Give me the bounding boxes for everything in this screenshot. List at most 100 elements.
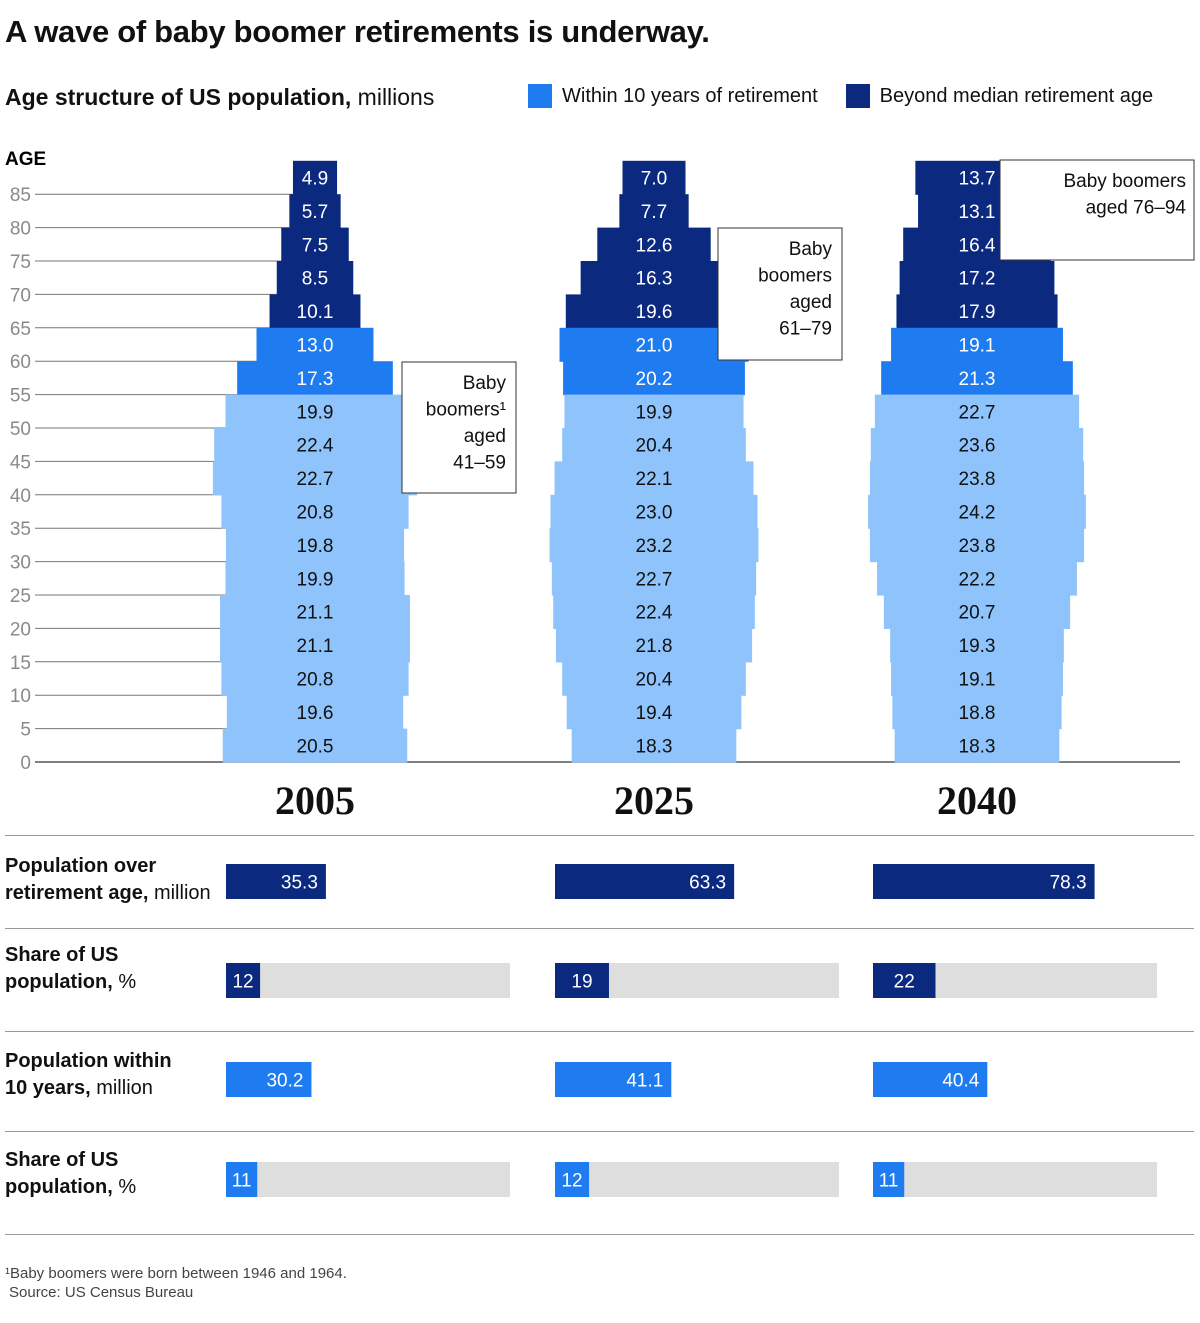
pyramid-bar-2005 <box>221 494 409 529</box>
pyramid-bar-2025 <box>553 595 755 629</box>
pyramid-value-label: 22.1 <box>636 469 673 490</box>
pyramid-bar-2025 <box>550 494 758 529</box>
legend-swatch-within <box>528 84 552 108</box>
summary-bar <box>873 864 1095 899</box>
pyramid-bar-2005 <box>221 661 409 696</box>
legend-item-within: Within 10 years of retirement <box>528 84 818 108</box>
summary-bar <box>555 963 609 998</box>
pyramid-value-label: 18.3 <box>959 736 996 757</box>
annotation-text: Baby boomers aged 61–79 <box>758 239 832 340</box>
age-tick-label: 55 <box>10 386 31 407</box>
age-tick-label: 50 <box>10 419 31 440</box>
pyramid-value-label: 10.1 <box>297 302 334 323</box>
summary-value-label: 30.2 <box>266 1071 303 1092</box>
pyramid-value-label: 22.7 <box>959 402 996 423</box>
pyramid-bar-2025 <box>562 661 746 696</box>
age-tick-label: 15 <box>10 653 31 674</box>
annotation-box <box>717 227 843 361</box>
age-tick-label: 80 <box>10 219 31 240</box>
pyramid-value-label: 24.2 <box>959 503 996 524</box>
share-track <box>555 1162 839 1197</box>
divider <box>5 1131 1194 1132</box>
pyramid-value-label: 21.0 <box>636 336 673 357</box>
pyramid-bar-2025 <box>549 528 759 563</box>
pyramid-bar-2005 <box>276 261 354 295</box>
population-pyramid-chart: AGE05101520253035404550556065707580854.9… <box>5 149 1195 823</box>
pyramid-bar-2040 <box>894 728 1060 763</box>
pyramid-value-label: 19.9 <box>297 402 334 423</box>
pyramid-bar-2025 <box>622 160 686 195</box>
summary-bar <box>555 1162 590 1197</box>
pyramid-bar-2040 <box>892 695 1062 730</box>
subtitle-bold: Age structure of US population, <box>5 84 352 110</box>
pyramid-value-label: 18.3 <box>636 736 673 757</box>
pyramid-bar-2040 <box>869 461 1085 496</box>
pyramid-value-label: 23.0 <box>636 503 673 524</box>
pyramid-bar-2025 <box>597 227 711 262</box>
age-tick-label: 35 <box>10 519 31 540</box>
pyramid-value-label: 20.5 <box>297 736 334 757</box>
age-tick-label: 0 <box>20 753 31 774</box>
age-tick-label: 10 <box>10 686 31 707</box>
pyramid-bar-2040 <box>874 394 1080 429</box>
pyramid-bar-2040 <box>896 294 1058 329</box>
share-track <box>873 963 1157 998</box>
age-tick-label: 40 <box>10 486 31 507</box>
pyramid-bar-2025 <box>565 294 743 329</box>
pyramid-value-label: 7.7 <box>641 202 667 223</box>
pyramid-bar-2025 <box>566 695 742 730</box>
pyramid-value-label: 12.6 <box>636 235 673 256</box>
panel-year-label: 2040 <box>937 778 1017 823</box>
summary-label-within-10: Population within 10 years, million <box>5 1050 172 1099</box>
summary-bar <box>226 963 261 998</box>
annotation-box <box>999 159 1195 261</box>
pyramid-value-label: 22.7 <box>297 469 334 490</box>
pyramid-bar-2005 <box>225 394 405 429</box>
pyramid-bar-2040 <box>890 628 1064 663</box>
pyramid-value-label: 13.1 <box>959 202 996 223</box>
pyramid-value-label: 19.1 <box>959 336 996 357</box>
pyramid-bar-2005 <box>289 194 341 229</box>
pyramid-value-label: 4.9 <box>302 169 328 190</box>
pyramid-value-label: 16.3 <box>636 269 673 290</box>
summary-value-label: 35.3 <box>281 873 318 894</box>
pyramid-value-label: 23.8 <box>959 469 996 490</box>
pyramid-bar-2040 <box>870 428 1084 462</box>
subtitle-unit: millions <box>351 84 435 110</box>
pyramid-bar-2040 <box>881 361 1073 396</box>
pyramid-bar-2025 <box>562 428 746 462</box>
pyramid-bar-2025 <box>571 728 737 763</box>
pyramid-bar-2005 <box>292 160 338 195</box>
pyramid-value-label: 22.4 <box>636 603 673 624</box>
age-tick-label: 25 <box>10 586 31 607</box>
summary-value-label: 22 <box>894 972 915 993</box>
pyramid-bar-2005 <box>220 595 410 629</box>
pyramid-value-label: 5.7 <box>302 202 328 223</box>
pyramid-value-label: 20.4 <box>636 436 673 457</box>
summary-label-over-retirement: Population over retirement age, million <box>5 855 211 904</box>
chart-title: A wave of baby boomer retirements is und… <box>5 14 710 49</box>
legend-label-beyond: Beyond median retirement age <box>879 84 1154 107</box>
pyramid-bar-2040 <box>891 661 1063 696</box>
share-track <box>873 1162 1157 1197</box>
pyramid-value-label: 19.6 <box>297 703 334 724</box>
pyramid-bar-2040 <box>891 327 1063 362</box>
summary-label-share-over: Share of US population, % <box>5 944 137 993</box>
y-axis-title: AGE <box>5 149 46 170</box>
legend-label-within: Within 10 years of retirement <box>562 84 818 107</box>
summary-bar <box>873 1162 905 1197</box>
age-tick-label: 30 <box>10 553 31 574</box>
pyramid-value-label: 7.5 <box>302 235 328 256</box>
pyramid-value-label: 19.6 <box>636 302 673 323</box>
summary-value-label: 40.4 <box>942 1071 979 1092</box>
pyramid-bar-2040 <box>877 561 1077 596</box>
pyramid-bar-2025 <box>563 361 745 396</box>
pyramid-value-label: 21.1 <box>297 603 334 624</box>
divider <box>5 928 1194 929</box>
pyramid-bar-2005 <box>214 428 416 462</box>
pyramid-bar-2005 <box>212 461 418 496</box>
pyramid-bar-2040 <box>868 494 1086 529</box>
pyramid-bar-2005 <box>225 561 405 596</box>
summary-value-label: 12 <box>232 972 253 993</box>
pyramid-value-label: 19.9 <box>636 402 673 423</box>
